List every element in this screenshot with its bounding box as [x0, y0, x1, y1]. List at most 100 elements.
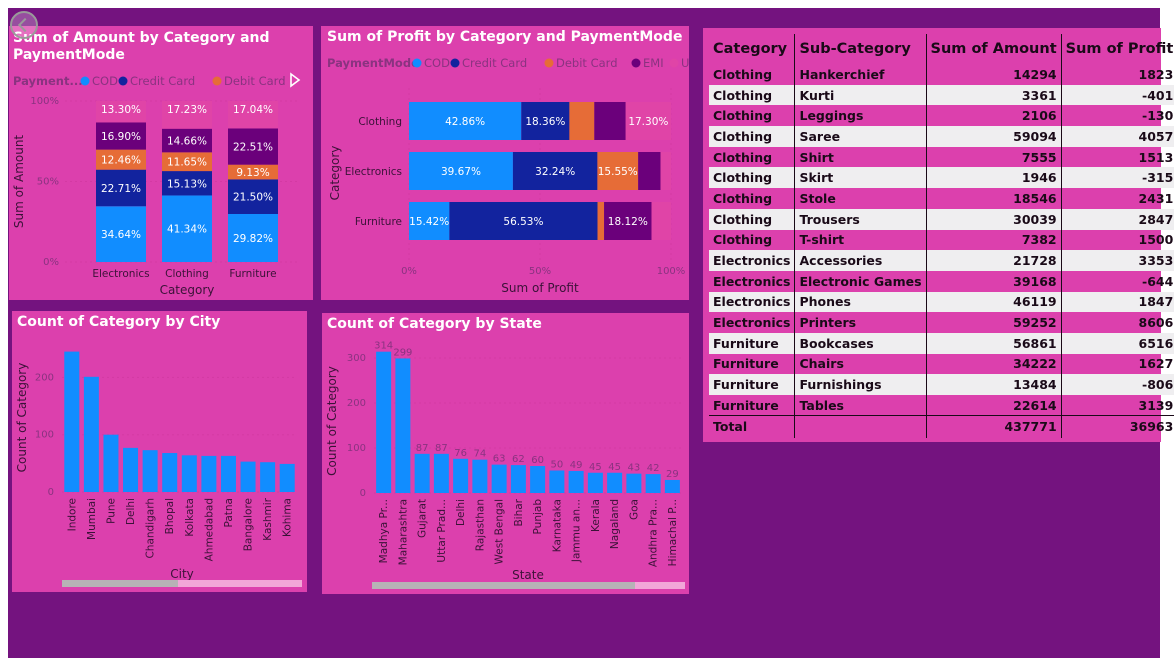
back-arrow-icon[interactable] — [10, 11, 38, 39]
table-cell: 46119 — [926, 291, 1062, 313]
y-tick-label: 0 — [48, 487, 54, 498]
city-chart-card[interactable]: Count of Category by City 0 100 200 Count of… — [12, 311, 307, 592]
table-cell: Stole — [794, 188, 927, 209]
table-row[interactable]: Clothing Trousers 30039 2847 — [709, 208, 1174, 230]
table-row[interactable]: Clothing Leggings 2106 -130 — [709, 105, 1174, 127]
table-cell: Furniture — [709, 374, 796, 395]
data-label: 13.30% — [101, 104, 141, 116]
profit-chart-title: Sum of Profit by Category and PaymentMod… — [327, 29, 682, 45]
bar[interactable] — [201, 455, 217, 492]
bar[interactable] — [83, 376, 99, 492]
bar[interactable] — [240, 461, 256, 492]
data-label: 15.42% — [409, 216, 449, 228]
legend-marker — [450, 58, 460, 68]
table-cell: 1513 — [1138, 149, 1174, 165]
bar[interactable] — [433, 453, 449, 493]
column-header[interactable]: Sum of Profit — [1065, 41, 1174, 57]
bar[interactable] — [491, 464, 507, 493]
table-cell: Total — [709, 415, 796, 438]
data-label: 22.71% — [101, 183, 141, 195]
table-cell: 36963 — [1061, 415, 1174, 438]
bar[interactable] — [587, 472, 603, 493]
data-label: 12.46% — [101, 155, 141, 167]
category-table-card[interactable]: Category Sub-Category Sum of Amount Sum of … — [703, 28, 1174, 442]
table-cell: 1847 — [1061, 291, 1174, 313]
column-header[interactable]: Sub-Category — [794, 34, 927, 64]
table-row[interactable]: Furniture Furnishings 13484 -806 — [709, 374, 1174, 395]
bar[interactable] — [64, 351, 80, 492]
table-row[interactable]: Clothing Hankerchief 14294 1823 — [709, 64, 1174, 85]
table-row[interactable]: Clothing Kurti 3361 -401 — [709, 84, 1174, 106]
table-row[interactable]: Electronics Electronic Games 39168 -644 — [709, 270, 1174, 292]
bar-segment — [597, 152, 639, 190]
table-row[interactable]: Clothing Stole 18546 2431 — [709, 188, 1174, 209]
table-cell: 56861 — [926, 332, 1062, 354]
table-cell: Furnishings — [794, 374, 927, 395]
bar[interactable] — [645, 474, 661, 493]
x-tick-label: Madhya Pr... — [378, 499, 390, 563]
x-tick-label: Pune — [105, 498, 117, 524]
amount-chart: Sum of Amount by Category andPaymentMode… — [12, 30, 301, 297]
bar[interactable] — [279, 463, 295, 492]
table-cell: Trousers — [794, 208, 927, 230]
bar[interactable] — [220, 455, 236, 492]
table-cell: Phones — [794, 291, 927, 313]
table-row[interactable]: Furniture Chairs 34222 1627 — [709, 353, 1174, 375]
data-label: 17.30% — [628, 116, 668, 128]
table-row[interactable]: Electronics Phones 46119 1847 — [709, 291, 1174, 313]
table-row[interactable]: Electronics Printers 59252 8606 — [709, 312, 1174, 333]
y-tick-label: Clothing — [358, 116, 402, 128]
bar[interactable] — [142, 450, 158, 492]
x-tick-label: Clothing — [165, 268, 209, 280]
bar[interactable] — [376, 351, 392, 493]
bar[interactable] — [162, 453, 178, 492]
table-row[interactable]: Furniture Bookcases 56861 6516 — [709, 332, 1174, 354]
table-cell: 437771 — [926, 415, 1062, 438]
scrollbar-thumb[interactable] — [62, 580, 178, 587]
bar[interactable] — [414, 453, 430, 493]
bar[interactable] — [103, 434, 119, 492]
x-tick-label: Bhopal — [164, 498, 176, 534]
column-header[interactable]: Category — [709, 34, 796, 64]
bar[interactable] — [530, 466, 546, 493]
bar[interactable] — [664, 479, 680, 493]
legend-next-icon[interactable] — [290, 72, 301, 88]
bar[interactable] — [181, 455, 197, 492]
scrollbar-track[interactable] — [62, 580, 302, 587]
bar-segment — [162, 100, 212, 129]
bar[interactable] — [549, 470, 565, 494]
table-cell: -644 — [1142, 273, 1174, 289]
bar[interactable] — [453, 458, 469, 493]
data-label: 63 — [493, 454, 506, 465]
bar[interactable] — [626, 473, 642, 493]
data-label: 76 — [454, 448, 467, 459]
profit-chart-card[interactable]: Sum of Profit by Category and PaymentMod… — [321, 26, 689, 300]
table-row[interactable]: Clothing T-shirt 7382 1500 — [709, 229, 1174, 251]
x-tick-label: West Bengal — [494, 499, 506, 565]
table-row[interactable]: Furniture Tables 22614 3139 — [709, 395, 1174, 416]
x-tick-label: Furniture — [229, 268, 276, 280]
x-tick-label: Himachal P... — [667, 499, 679, 566]
bar[interactable] — [395, 358, 411, 493]
profit-chart: Sum of Profit by Category and PaymentMod… — [327, 29, 689, 295]
table-row[interactable]: Clothing Skirt 1946 -315 — [709, 167, 1174, 189]
table-cell: 1946 — [926, 167, 1062, 189]
state-chart-card[interactable]: Count of Category by State 0 100 200 300 Coun… — [322, 313, 689, 594]
bar[interactable] — [260, 462, 276, 492]
table-row[interactable]: Clothing Saree 59094 4057 — [709, 126, 1174, 147]
x-tick-label: Maharashtra — [397, 499, 409, 565]
column-header[interactable]: Sum of Amount — [926, 34, 1062, 64]
bar[interactable] — [607, 472, 623, 493]
amount-chart-card[interactable]: Sum of Amount by Category and PaymentMode… — [9, 26, 313, 300]
bar[interactable] — [510, 465, 526, 493]
table-row[interactable]: Clothing Shirt 7555 1513 — [709, 146, 1174, 168]
bar[interactable] — [568, 470, 584, 493]
bar-segment — [409, 202, 450, 240]
y-axis-title: Category — [328, 146, 342, 201]
bar-segment — [228, 101, 278, 129]
bar[interactable] — [123, 447, 139, 492]
scrollbar-thumb[interactable] — [372, 582, 635, 589]
bar[interactable] — [472, 459, 488, 493]
bar-segment — [96, 122, 146, 150]
table-row[interactable]: Electronics Accessories 21728 3353 — [709, 250, 1174, 271]
